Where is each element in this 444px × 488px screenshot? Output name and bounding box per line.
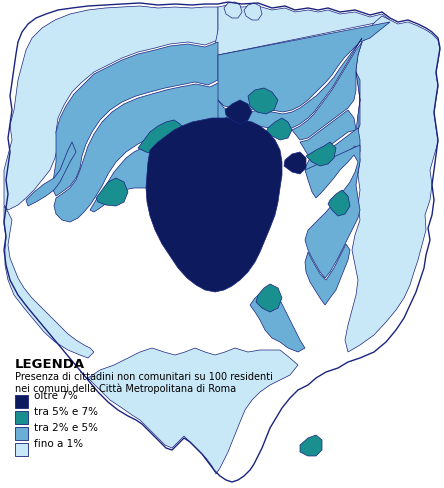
Text: oltre 7%: oltre 7%	[34, 391, 78, 401]
Polygon shape	[224, 2, 242, 18]
Polygon shape	[356, 72, 360, 130]
Polygon shape	[225, 100, 252, 124]
Polygon shape	[4, 6, 218, 210]
Polygon shape	[305, 128, 360, 178]
Text: Presenza di cittadini non comunitari su 100 residenti: Presenza di cittadini non comunitari su …	[15, 372, 273, 382]
Bar	[15, 411, 28, 424]
Polygon shape	[345, 16, 440, 352]
Polygon shape	[306, 142, 336, 166]
Polygon shape	[300, 110, 356, 155]
Bar	[15, 395, 28, 408]
Polygon shape	[138, 120, 188, 160]
Bar	[15, 443, 28, 456]
Polygon shape	[256, 284, 282, 312]
Polygon shape	[52, 42, 218, 196]
Polygon shape	[328, 190, 350, 216]
Polygon shape	[284, 152, 306, 174]
Text: fino a 1%: fino a 1%	[34, 439, 83, 449]
Polygon shape	[4, 2, 440, 482]
Text: tra 2% e 5%: tra 2% e 5%	[34, 423, 98, 433]
Polygon shape	[305, 145, 360, 278]
Polygon shape	[300, 435, 322, 456]
Polygon shape	[4, 206, 94, 358]
Polygon shape	[54, 82, 220, 222]
Polygon shape	[88, 348, 298, 474]
Polygon shape	[292, 42, 362, 140]
Polygon shape	[90, 145, 192, 212]
Polygon shape	[244, 3, 262, 20]
Polygon shape	[218, 22, 390, 112]
Polygon shape	[215, 5, 390, 55]
Bar	[15, 427, 28, 440]
Polygon shape	[266, 118, 292, 140]
Text: LEGENDA: LEGENDA	[15, 358, 85, 371]
Polygon shape	[305, 244, 350, 305]
Polygon shape	[250, 288, 305, 352]
Polygon shape	[220, 112, 250, 140]
Text: tra 5% e 7%: tra 5% e 7%	[34, 407, 98, 417]
Polygon shape	[96, 178, 128, 206]
Polygon shape	[146, 118, 282, 292]
Polygon shape	[248, 88, 278, 114]
Text: nei comuni della Città Metropolitana di Roma: nei comuni della Città Metropolitana di …	[15, 383, 236, 393]
Polygon shape	[218, 38, 362, 130]
Polygon shape	[26, 142, 76, 206]
